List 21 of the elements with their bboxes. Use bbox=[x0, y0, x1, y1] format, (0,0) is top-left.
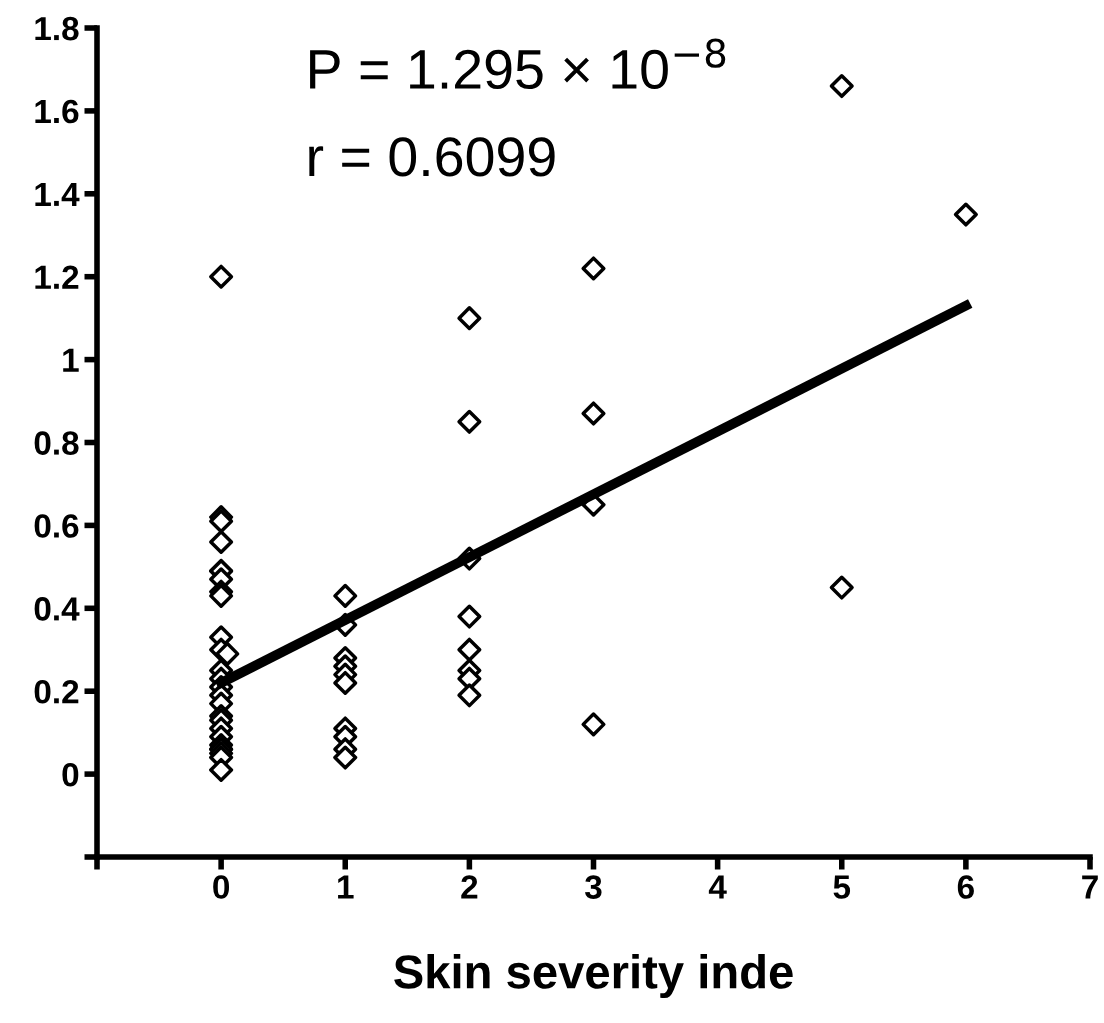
y-tick-label: 0.8 bbox=[34, 431, 79, 455]
x-tick-label: 6 bbox=[957, 875, 974, 899]
y-tick-label: 0 bbox=[62, 762, 79, 787]
x-tick-label: 7 bbox=[1082, 875, 1098, 899]
annotation: r = 0.6099 bbox=[309, 137, 555, 177]
x-tick-label: 4 bbox=[708, 875, 727, 899]
y-tick-label: 0.6 bbox=[34, 514, 79, 538]
x-tick-label: 0 bbox=[213, 875, 230, 899]
y-tick-label: 1.2 bbox=[35, 265, 79, 289]
x-tick-label: 3 bbox=[585, 875, 602, 899]
x-tick-label: 2 bbox=[461, 875, 478, 899]
y-tick-label: 0.4 bbox=[34, 597, 80, 621]
annotation: P = 1.295 × 10$^{−8}$ bbox=[310, 38, 726, 90]
y-tick-label: 0.2 bbox=[34, 680, 79, 704]
y-tick-label: 1.8 bbox=[35, 16, 79, 41]
x-tick-label: 5 bbox=[833, 875, 851, 899]
x-axis-title: Skin severity inde bbox=[394, 954, 793, 999]
y-tick-label: 1.4 bbox=[35, 182, 80, 206]
y-tick-label: 1 bbox=[63, 348, 79, 372]
y-tick-label: 1.6 bbox=[35, 99, 79, 124]
x-tick-label: 1 bbox=[338, 875, 354, 899]
